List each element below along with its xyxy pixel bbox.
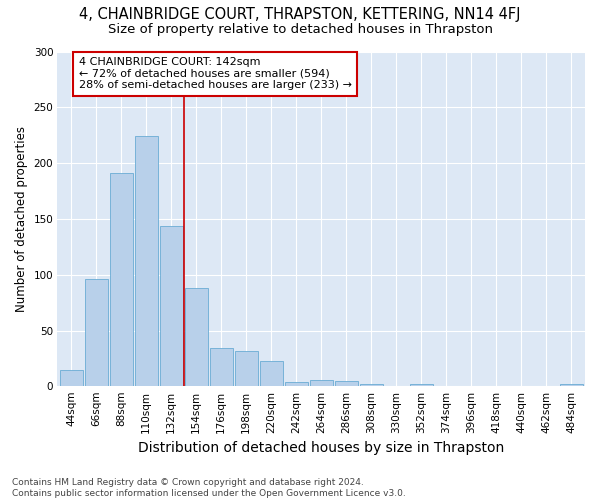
Bar bbox=[410, 384, 433, 386]
Text: Contains HM Land Registry data © Crown copyright and database right 2024.
Contai: Contains HM Land Registry data © Crown c… bbox=[12, 478, 406, 498]
Bar bbox=[260, 360, 283, 386]
Bar bbox=[160, 226, 183, 386]
Bar bbox=[85, 279, 108, 386]
Bar bbox=[135, 136, 158, 386]
X-axis label: Distribution of detached houses by size in Thrapston: Distribution of detached houses by size … bbox=[138, 441, 505, 455]
Bar bbox=[110, 173, 133, 386]
Bar bbox=[185, 288, 208, 386]
Bar bbox=[235, 350, 258, 386]
Bar bbox=[60, 370, 83, 386]
Y-axis label: Number of detached properties: Number of detached properties bbox=[15, 126, 28, 312]
Bar bbox=[210, 348, 233, 387]
Text: Size of property relative to detached houses in Thrapston: Size of property relative to detached ho… bbox=[107, 22, 493, 36]
Bar bbox=[560, 384, 583, 386]
Bar bbox=[285, 382, 308, 386]
Text: 4, CHAINBRIDGE COURT, THRAPSTON, KETTERING, NN14 4FJ: 4, CHAINBRIDGE COURT, THRAPSTON, KETTERI… bbox=[79, 8, 521, 22]
Text: 4 CHAINBRIDGE COURT: 142sqm
← 72% of detached houses are smaller (594)
28% of se: 4 CHAINBRIDGE COURT: 142sqm ← 72% of det… bbox=[79, 57, 352, 90]
Bar bbox=[360, 384, 383, 386]
Bar bbox=[310, 380, 333, 386]
Bar bbox=[335, 381, 358, 386]
